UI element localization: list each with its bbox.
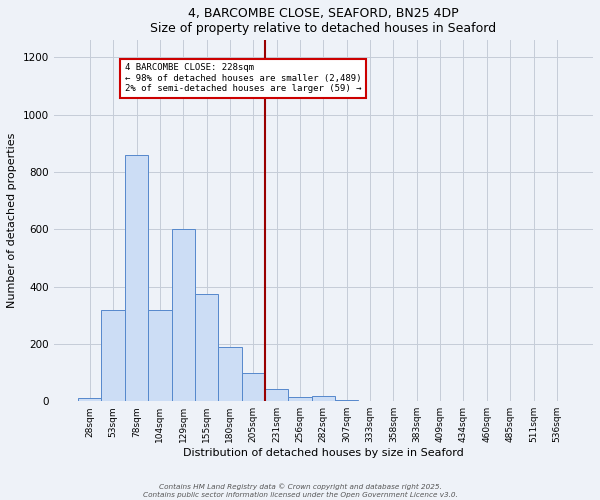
Y-axis label: Number of detached properties: Number of detached properties xyxy=(7,133,17,308)
Text: 4 BARCOMBE CLOSE: 228sqm
← 98% of detached houses are smaller (2,489)
2% of semi: 4 BARCOMBE CLOSE: 228sqm ← 98% of detach… xyxy=(125,63,361,93)
Bar xyxy=(265,389,289,402)
Title: 4, BARCOMBE CLOSE, SEAFORD, BN25 4DP
Size of property relative to detached house: 4, BARCOMBE CLOSE, SEAFORD, BN25 4DP Siz… xyxy=(150,7,496,35)
Bar xyxy=(125,155,148,402)
Bar xyxy=(335,400,358,402)
Bar xyxy=(289,397,311,402)
Bar xyxy=(242,372,265,402)
X-axis label: Distribution of detached houses by size in Seaford: Distribution of detached houses by size … xyxy=(183,448,464,458)
Bar xyxy=(172,230,195,402)
Bar xyxy=(195,294,218,402)
Bar xyxy=(101,310,125,402)
Bar xyxy=(148,310,172,402)
Bar xyxy=(311,396,335,402)
Bar xyxy=(218,347,242,402)
Bar xyxy=(78,398,101,402)
Text: Contains HM Land Registry data © Crown copyright and database right 2025.
Contai: Contains HM Land Registry data © Crown c… xyxy=(143,484,457,498)
Bar xyxy=(358,400,382,402)
